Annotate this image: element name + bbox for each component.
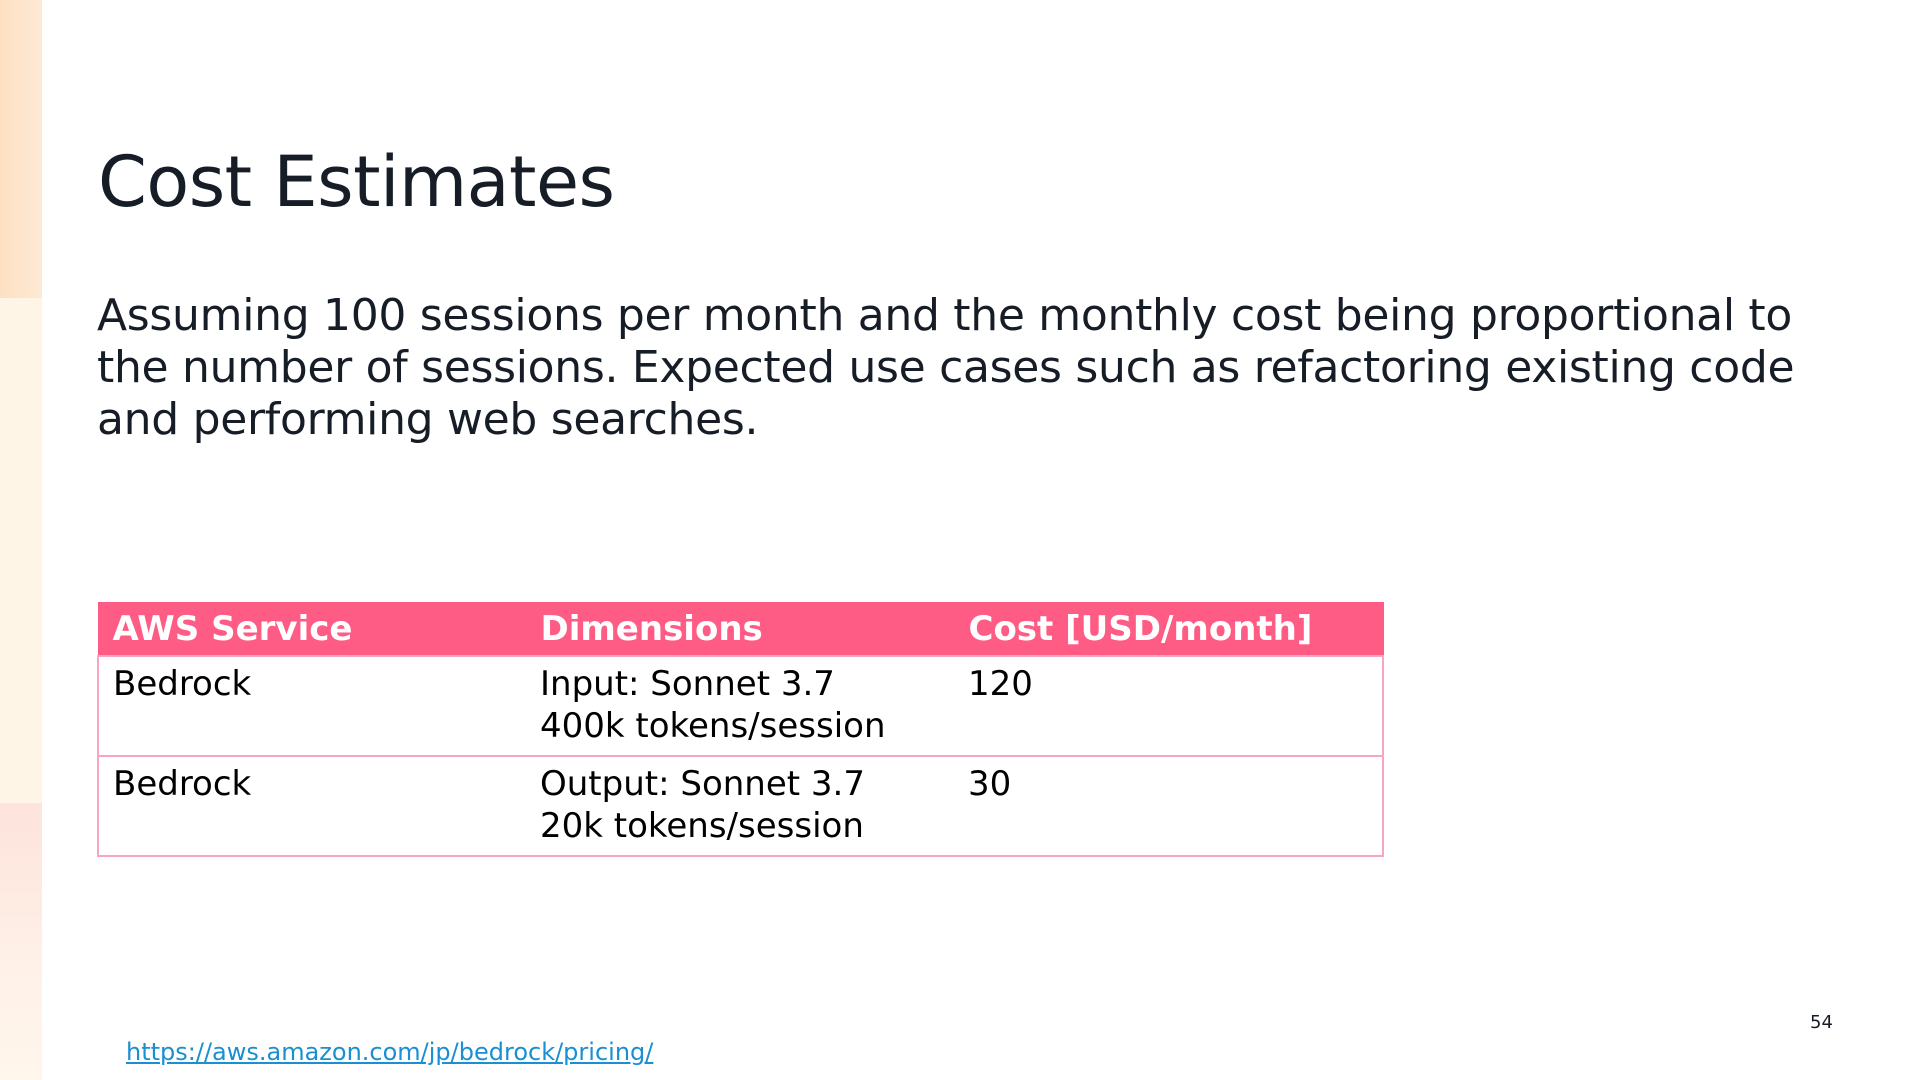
dimension-line-tokens: 20k tokens/session xyxy=(540,806,864,846)
dimension-line-model: Output: Sonnet 3.7 xyxy=(540,764,865,804)
cell-dimensions: Input: Sonnet 3.7 400k tokens/session xyxy=(526,655,954,757)
slide-title: Cost Estimates xyxy=(98,141,615,223)
header-cost: Cost [USD/month] xyxy=(953,602,1384,657)
cell-cost: 30 xyxy=(954,755,1384,857)
dimension-line-tokens: 400k tokens/session xyxy=(540,706,886,746)
cell-cost: 120 xyxy=(954,655,1384,757)
cell-service: Bedrock xyxy=(97,755,526,857)
decorative-side-strip-middle xyxy=(0,298,42,803)
table-header-row: AWS Service Dimensions Cost [USD/month] xyxy=(97,602,1384,657)
dimension-line-model: Input: Sonnet 3.7 xyxy=(540,664,835,704)
slide-body-text: Assuming 100 sessions per month and the … xyxy=(97,290,1795,445)
header-dimensions: Dimensions xyxy=(525,602,955,657)
header-aws-service: AWS Service xyxy=(97,602,527,657)
decorative-side-strip-top xyxy=(0,0,42,298)
cell-service: Bedrock xyxy=(97,655,526,757)
table-row: Bedrock Output: Sonnet 3.7 20k tokens/se… xyxy=(97,755,1384,857)
cost-estimate-table: AWS Service Dimensions Cost [USD/month] … xyxy=(97,602,1384,857)
decorative-side-strip-bottom xyxy=(0,803,42,1080)
cell-dimensions: Output: Sonnet 3.7 20k tokens/session xyxy=(526,755,954,857)
table-row: Bedrock Input: Sonnet 3.7 400k tokens/se… xyxy=(97,655,1384,757)
page-number: 54 xyxy=(1810,1012,1833,1033)
pricing-source-link[interactable]: https://aws.amazon.com/jp/bedrock/pricin… xyxy=(126,1038,654,1066)
